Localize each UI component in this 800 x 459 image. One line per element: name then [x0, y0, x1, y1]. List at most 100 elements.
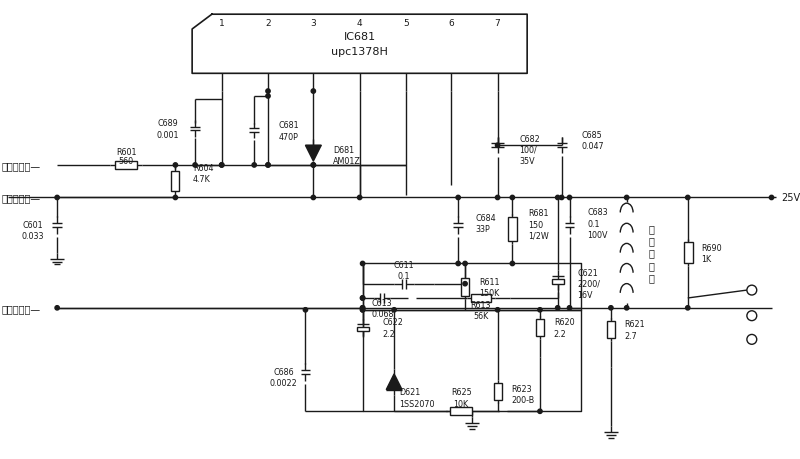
Bar [357, 327, 369, 332]
Circle shape [266, 90, 270, 94]
Text: 交流负反馈—: 交流负反馈— [2, 303, 41, 313]
Text: C683
0.1
100V: C683 0.1 100V [587, 208, 608, 239]
Circle shape [567, 306, 572, 310]
Circle shape [311, 163, 315, 168]
Circle shape [303, 308, 308, 312]
Text: C621
2200/
16V: C621 2200/ 16V [578, 268, 601, 299]
Bar [471, 294, 490, 302]
Circle shape [266, 163, 270, 168]
Bar [536, 319, 544, 336]
Circle shape [174, 196, 178, 200]
Circle shape [311, 196, 315, 200]
Text: R620
2.2: R620 2.2 [554, 318, 574, 338]
Text: R681
150
1/2W: R681 150 1/2W [528, 209, 549, 240]
Circle shape [559, 196, 564, 200]
Text: 场激励信号—: 场激励信号— [2, 161, 41, 171]
Text: R621
2.7: R621 2.7 [625, 320, 646, 340]
Circle shape [311, 90, 315, 94]
Text: C684
33P: C684 33P [476, 213, 497, 234]
Circle shape [193, 163, 198, 168]
Circle shape [555, 196, 560, 200]
Text: R613
56K: R613 56K [470, 300, 491, 320]
Circle shape [252, 163, 256, 168]
Text: C681
470P: C681 470P [279, 121, 299, 141]
Circle shape [361, 296, 365, 301]
Text: 7: 7 [494, 18, 501, 28]
Circle shape [510, 262, 514, 266]
Text: IC681: IC681 [343, 32, 376, 42]
Circle shape [361, 262, 365, 266]
Bar [494, 383, 502, 401]
Circle shape [510, 196, 514, 200]
Text: 4: 4 [357, 18, 362, 28]
Circle shape [770, 196, 774, 200]
Bar [607, 321, 615, 339]
Text: 25V: 25V [782, 193, 800, 203]
Text: R601: R601 [116, 147, 136, 157]
Text: C601
0.033: C601 0.033 [22, 220, 44, 241]
Circle shape [266, 163, 270, 168]
Text: 场
偏
转
线
圈: 场 偏 转 线 圈 [648, 224, 654, 283]
Circle shape [463, 262, 467, 266]
Text: C611
0.1: C611 0.1 [394, 260, 414, 280]
Text: C689
0.001: C689 0.001 [156, 119, 178, 139]
Circle shape [361, 308, 365, 312]
Bar [450, 408, 472, 415]
Circle shape [266, 95, 270, 99]
Circle shape [625, 196, 629, 200]
Text: R604
4.7K: R604 4.7K [193, 164, 214, 184]
Text: 直流负反馈—: 直流负反馈— [2, 193, 41, 203]
Circle shape [361, 306, 365, 310]
Circle shape [174, 163, 178, 168]
Circle shape [463, 282, 467, 286]
Bar [509, 218, 518, 241]
Circle shape [55, 306, 59, 310]
Circle shape [625, 306, 629, 310]
Text: D681
AM01Z: D681 AM01Z [333, 146, 361, 166]
Circle shape [361, 296, 365, 301]
Circle shape [456, 196, 460, 200]
Bar [171, 172, 179, 192]
Circle shape [219, 163, 224, 168]
Text: R611
150K: R611 150K [479, 277, 499, 297]
Circle shape [686, 196, 690, 200]
Text: 560: 560 [118, 156, 134, 165]
Bar [461, 278, 469, 296]
Circle shape [495, 144, 500, 148]
Circle shape [55, 196, 59, 200]
Circle shape [392, 308, 396, 312]
Text: R625
10K: R625 10K [450, 387, 471, 408]
Bar [115, 162, 137, 169]
Circle shape [609, 306, 613, 310]
Circle shape [358, 196, 362, 200]
Text: D621
1SS2070: D621 1SS2070 [399, 387, 434, 408]
Circle shape [567, 196, 572, 200]
Circle shape [361, 308, 365, 312]
Text: 3: 3 [310, 18, 316, 28]
Text: C613
0.068: C613 0.068 [371, 298, 394, 318]
Circle shape [311, 163, 315, 168]
Text: 5: 5 [403, 18, 409, 28]
Text: C685
0.047: C685 0.047 [582, 131, 604, 151]
Circle shape [686, 306, 690, 310]
Text: R623
200-B: R623 200-B [511, 384, 534, 404]
Text: C682
100/
35V: C682 100/ 35V [519, 134, 540, 165]
Text: C686
0.0022: C686 0.0022 [270, 367, 298, 387]
Circle shape [538, 308, 542, 312]
Circle shape [361, 306, 365, 310]
Text: 2: 2 [265, 18, 271, 28]
Text: 1: 1 [219, 18, 225, 28]
Text: R690
1K: R690 1K [702, 243, 722, 263]
Polygon shape [306, 146, 322, 162]
Circle shape [495, 196, 500, 200]
Circle shape [495, 308, 500, 312]
Bar [552, 280, 564, 285]
Polygon shape [386, 374, 402, 390]
Bar [684, 242, 693, 264]
Text: C622
2.2: C622 2.2 [382, 318, 403, 338]
Text: upc1378H: upc1378H [331, 46, 388, 56]
Text: 6: 6 [449, 18, 454, 28]
Circle shape [555, 306, 560, 310]
Circle shape [538, 409, 542, 414]
Circle shape [219, 163, 224, 168]
